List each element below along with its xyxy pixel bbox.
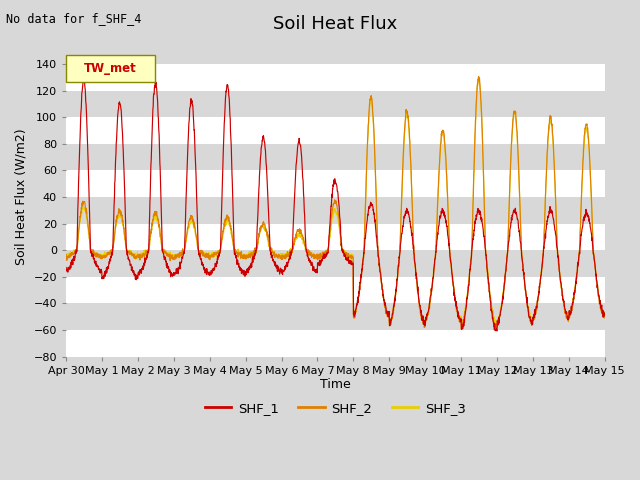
SHF_3: [492, 322, 500, 328]
Bar: [66, 224, 605, 250]
SHF_1: [62, 264, 70, 270]
Bar: [66, 197, 605, 224]
X-axis label: Time: Time: [320, 379, 351, 392]
Bar: [66, 330, 605, 357]
SHF_2: [351, 312, 358, 317]
Bar: [66, 303, 605, 330]
Bar: [66, 144, 605, 170]
Bar: [66, 64, 605, 91]
FancyBboxPatch shape: [66, 55, 155, 82]
SHF_3: [601, 309, 609, 314]
Bar: [66, 117, 605, 144]
SHF_1: [351, 310, 359, 315]
SHF_1: [363, 221, 371, 227]
Bar: [66, 277, 605, 303]
Legend: SHF_1, SHF_2, SHF_3: SHF_1, SHF_2, SHF_3: [200, 397, 471, 420]
Title: Soil Heat Flux: Soil Heat Flux: [273, 15, 397, 33]
SHF_2: [212, 252, 220, 258]
SHF_3: [475, 76, 483, 82]
SHF_1: [212, 263, 220, 269]
SHF_3: [212, 249, 220, 254]
SHF_2: [554, 251, 561, 256]
Line: SHF_1: SHF_1: [66, 78, 605, 331]
SHF_3: [492, 323, 499, 328]
SHF_1: [601, 313, 609, 319]
SHF_2: [363, 168, 371, 174]
SHF_3: [569, 301, 577, 307]
Line: SHF_3: SHF_3: [66, 79, 605, 325]
Bar: [66, 170, 605, 197]
Line: SHF_2: SHF_2: [66, 76, 605, 330]
SHF_2: [475, 73, 483, 79]
SHF_2: [492, 321, 500, 327]
Text: No data for f_SHF_4: No data for f_SHF_4: [6, 12, 142, 25]
SHF_1: [493, 328, 500, 334]
SHF_1: [569, 300, 577, 306]
SHF_2: [62, 252, 70, 257]
SHF_1: [492, 327, 500, 333]
Text: TW_met: TW_met: [84, 62, 136, 75]
SHF_1: [554, 247, 561, 253]
SHF_2: [458, 327, 465, 333]
SHF_3: [554, 252, 561, 258]
Bar: [66, 250, 605, 277]
SHF_2: [601, 314, 609, 320]
Y-axis label: Soil Heat Flux (W/m2): Soil Heat Flux (W/m2): [15, 129, 28, 265]
SHF_3: [363, 172, 371, 178]
Bar: [66, 91, 605, 117]
SHF_3: [62, 253, 70, 259]
SHF_2: [569, 301, 577, 307]
SHF_1: [80, 75, 88, 81]
SHF_3: [351, 308, 358, 313]
